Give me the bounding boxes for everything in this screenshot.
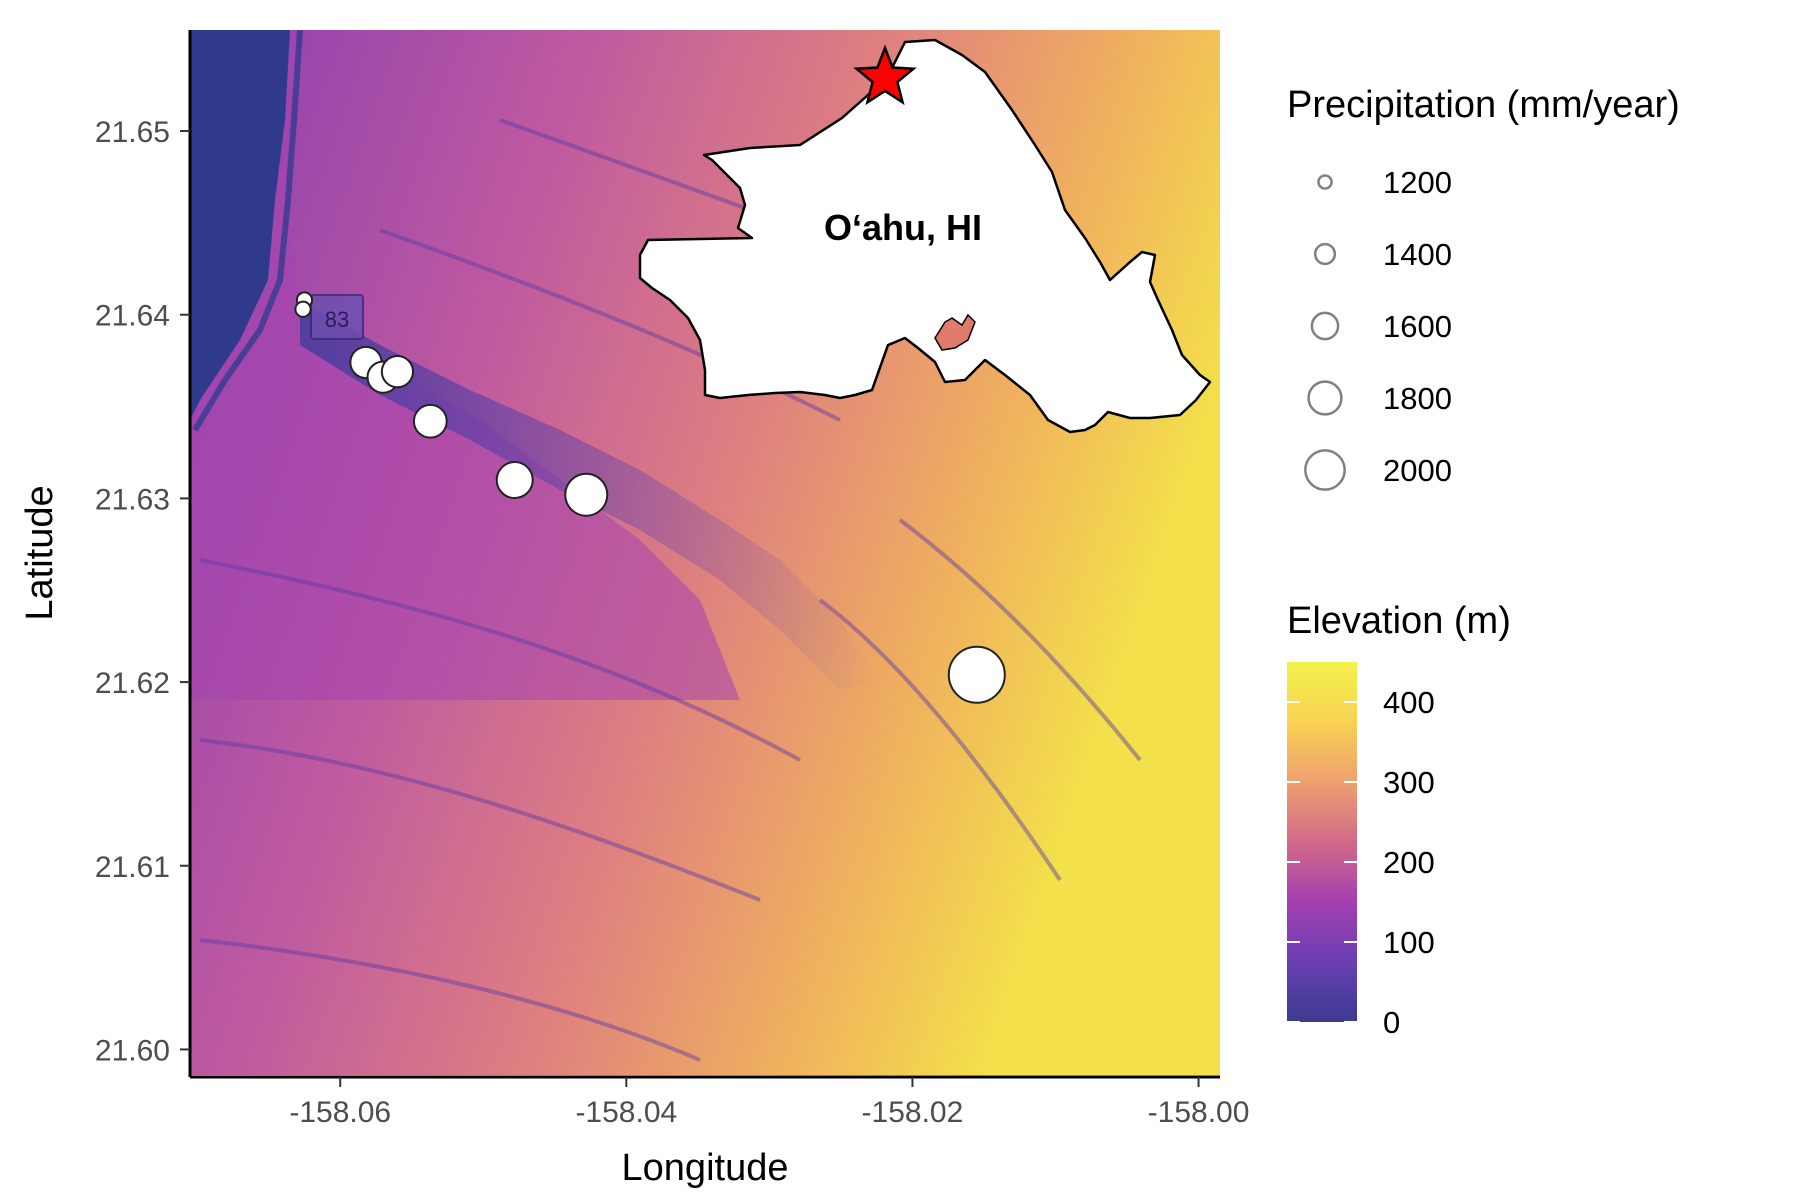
y-tick-label: 21.64 bbox=[95, 300, 170, 333]
y-tick-label: 21.61 bbox=[95, 851, 170, 884]
elevation-colorbar bbox=[1287, 662, 1357, 1022]
x-tick-label: -158.04 bbox=[575, 1096, 677, 1129]
precipitation-legend-label: 1200 bbox=[1383, 165, 1452, 200]
precipitation-legend-label: 1800 bbox=[1383, 381, 1452, 416]
precipitation-legend-symbol bbox=[1313, 242, 1337, 266]
precipitation-legend-entries: 1200 1400 1600 1800 2000 bbox=[1304, 165, 1452, 491]
station-point bbox=[947, 645, 1006, 704]
oahu-inset: O‘ahu, HI bbox=[638, 38, 1212, 434]
x-tick-label: -158.02 bbox=[862, 1096, 964, 1129]
elevation-tick-label: 200 bbox=[1383, 845, 1435, 880]
elevation-tick-label: 400 bbox=[1383, 685, 1435, 720]
precipitation-legend: Precipitation (mm/year) 1200 1400 1600 1800… bbox=[1287, 84, 1680, 491]
precipitation-legend-title: Precipitation (mm/year) bbox=[1287, 84, 1680, 126]
x-tick-label: -158.00 bbox=[1148, 1096, 1250, 1129]
pearl-harbor bbox=[934, 313, 976, 351]
station-point bbox=[380, 355, 415, 389]
elevation-tick-label: 100 bbox=[1383, 925, 1435, 960]
highway-number: 83 bbox=[325, 307, 349, 332]
precipitation-legend-symbol bbox=[1317, 174, 1333, 190]
station-point bbox=[294, 300, 312, 318]
ocean bbox=[190, 30, 290, 420]
x-tick-label: -158.06 bbox=[289, 1096, 391, 1129]
highway-shield: 83 bbox=[310, 294, 364, 340]
drainage-lines bbox=[199, 118, 1142, 1062]
y-tick-label: 21.60 bbox=[95, 1034, 170, 1067]
oahu-island-outline bbox=[638, 38, 1212, 434]
precipitation-legend-symbol bbox=[1304, 449, 1346, 491]
coastal-lowland bbox=[190, 30, 740, 700]
y-axis-title: Latitude bbox=[19, 485, 61, 620]
x-axis-ticks: -158.06 -158.04 -158.02 -158.00 bbox=[289, 1077, 1249, 1129]
y-tick-label: 21.62 bbox=[95, 667, 170, 700]
station-point bbox=[495, 461, 534, 500]
station-point bbox=[412, 403, 448, 439]
precipitation-legend-symbol bbox=[1307, 380, 1343, 416]
precipitation-legend-label: 2000 bbox=[1383, 453, 1452, 488]
elevation-legend: Elevation (m) 0 100 200 300 400 bbox=[1287, 600, 1511, 1040]
y-axis-ticks: 21.60 21.61 21.62 21.63 21.64 21.65 bbox=[95, 116, 190, 1067]
site-location-star-icon bbox=[853, 44, 917, 106]
precipitation-legend-symbol bbox=[1310, 311, 1340, 341]
elevation-legend-title: Elevation (m) bbox=[1287, 600, 1511, 642]
y-tick-label: 21.63 bbox=[95, 483, 170, 516]
precipitation-legend-label: 1400 bbox=[1383, 237, 1452, 272]
precipitation-stations bbox=[294, 291, 1006, 704]
y-tick-label: 21.65 bbox=[95, 116, 170, 149]
inset-label: O‘ahu, HI bbox=[824, 207, 982, 248]
shoreline-road bbox=[192, 30, 303, 432]
precipitation-legend-label: 1600 bbox=[1383, 309, 1452, 344]
elevation-legend-ticks: 0 100 200 300 400 bbox=[1287, 685, 1435, 1040]
map-panel bbox=[190, 30, 1220, 1075]
elevation-tick-label: 0 bbox=[1383, 1005, 1400, 1040]
station-point bbox=[564, 472, 609, 517]
x-axis-title: Longitude bbox=[622, 1147, 789, 1189]
elevation-tick-label: 300 bbox=[1383, 765, 1435, 800]
